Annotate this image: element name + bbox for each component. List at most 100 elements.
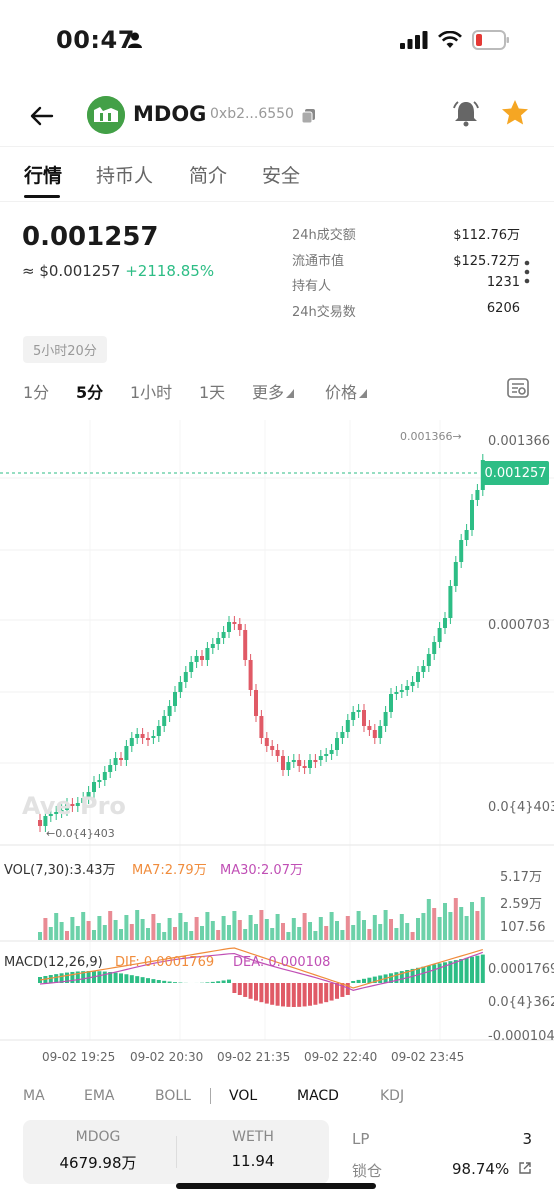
candle-body: [200, 656, 204, 660]
candle-body: [372, 730, 377, 738]
chart-settings-icon[interactable]: [507, 378, 529, 402]
volume-bar: [81, 912, 86, 940]
volume-bar: [146, 928, 150, 940]
macd-bar: [151, 979, 156, 983]
tab-intro[interactable]: 简介: [189, 165, 228, 187]
indicator-macd[interactable]: MACD: [297, 1088, 339, 1104]
candle-body: [475, 490, 480, 500]
vol-ma30-label: MA30:2.07万: [220, 863, 303, 878]
volume-bar: [189, 931, 194, 940]
volume-bar: [129, 924, 134, 940]
candle-body: [464, 530, 469, 540]
stat-label: 24h成交额: [292, 228, 356, 243]
macd-bar: [426, 965, 431, 983]
tab-market[interactable]: 行情: [24, 165, 63, 187]
volume-bar: [156, 923, 161, 940]
indicator-boll[interactable]: BOLL: [155, 1088, 191, 1104]
candle-body: [54, 812, 59, 814]
indicator-ema[interactable]: EMA: [84, 1088, 115, 1104]
macd-dea-line: [39, 951, 484, 991]
volume-bar: [324, 926, 329, 940]
candle-body: [151, 736, 156, 738]
candle-body: [237, 624, 242, 630]
star-icon[interactable]: [500, 98, 530, 132]
candle-body: [459, 540, 464, 562]
volume-bar: [200, 926, 204, 940]
macd-bar: [291, 983, 296, 1007]
macd-y-low: -0.000104: [488, 1029, 554, 1044]
status-indicators: [400, 30, 510, 54]
candle-body: [399, 690, 404, 692]
volume-bar: [389, 919, 393, 940]
macd-y-high: 0.0001769: [488, 962, 554, 977]
volume-bar: [394, 928, 399, 940]
macd-bar: [113, 972, 118, 983]
price-main: 0.001257: [22, 222, 159, 252]
volume-bar: [167, 918, 172, 940]
back-button[interactable]: [26, 100, 58, 132]
volume-bar: [173, 927, 177, 940]
volume-bar: [65, 931, 69, 940]
candle-body: [297, 760, 302, 766]
candle-body: [129, 738, 134, 746]
macd-bar: [275, 983, 280, 1006]
interval-5m[interactable]: 5分: [76, 383, 104, 402]
candle-body: [313, 760, 318, 762]
volume-bar: [426, 899, 431, 940]
volume-bar: [318, 917, 323, 940]
macd-bar: [270, 983, 275, 1005]
volume-bar: [70, 917, 75, 940]
interval-more[interactable]: 更多: [252, 379, 295, 403]
candle-body: [221, 632, 226, 638]
candle-body: [243, 630, 248, 660]
vol-y-low: 107.56: [500, 920, 546, 935]
macd-bar: [129, 975, 134, 983]
candle-body: [205, 648, 210, 660]
chart-canvas: [0, 420, 554, 1041]
pool-token-b-name: WETH: [232, 1129, 274, 1145]
lp-row: LP 3: [352, 1130, 532, 1148]
macd-bar: [405, 970, 410, 983]
volume-bar: [113, 920, 118, 940]
indicator-vol[interactable]: VOL: [229, 1088, 258, 1104]
y-label-low: 0.0{4}403: [488, 800, 554, 815]
indicator-ma[interactable]: MA: [23, 1088, 45, 1104]
interval-1d[interactable]: 1天: [199, 383, 226, 402]
macd-bar: [470, 956, 474, 983]
lock-row[interactable]: 锁仓 98.74%: [352, 1160, 532, 1181]
candle-body: [329, 750, 334, 754]
macd-bar: [329, 983, 334, 1001]
tab-security[interactable]: 安全: [262, 165, 301, 187]
candle-body: [248, 660, 253, 690]
volume-bar: [75, 926, 80, 940]
caret-icon: [286, 389, 295, 398]
volume-bar: [308, 922, 312, 940]
candle-body: [405, 686, 410, 690]
price-chart[interactable]: Ave Pro 0.001366 0.000703 0.0{4}403 0.00…: [0, 420, 554, 1070]
macd-bar: [135, 976, 140, 983]
volume-bar: [227, 925, 231, 940]
macd-bar: [59, 973, 64, 983]
tab-holders[interactable]: 持币人: [96, 165, 154, 187]
candle-body: [183, 672, 188, 682]
macd-bar: [146, 978, 150, 983]
interval-1m[interactable]: 1分: [23, 383, 50, 402]
stat-value: 6206: [486, 300, 520, 316]
candle-body: [410, 682, 415, 686]
macd-bar: [70, 971, 75, 983]
indicator-kdj[interactable]: KDJ: [380, 1088, 405, 1104]
copy-icon[interactable]: [301, 108, 315, 127]
interval-1h[interactable]: 1小时: [130, 383, 173, 402]
signal-icon: [400, 31, 428, 53]
person-icon: [128, 32, 142, 52]
volume-bar: [291, 918, 296, 940]
volume-bar: [275, 914, 280, 940]
price-usd: ≈ $0.001257: [22, 262, 121, 280]
volume-bar: [194, 917, 199, 940]
macd-bar: [75, 971, 80, 983]
stat-row: 持有人 1231: [292, 275, 520, 301]
price-mode-select[interactable]: 价格: [325, 379, 368, 403]
bell-icon[interactable]: [451, 98, 481, 132]
macd-dif-line: [39, 947, 483, 989]
more-icon[interactable]: [524, 260, 530, 288]
